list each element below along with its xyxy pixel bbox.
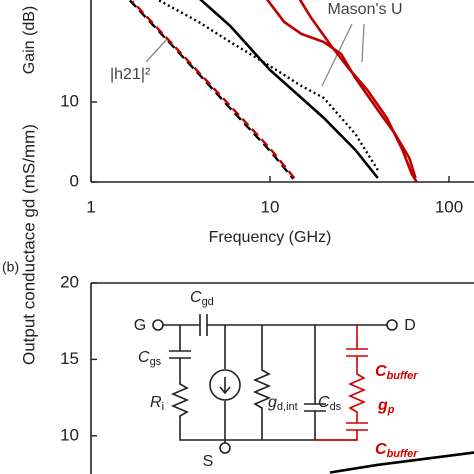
y-tick-label: 20	[60, 272, 79, 291]
y-axis-label: Output conductace gd (mS/mm)	[19, 124, 38, 365]
series-line	[131, 0, 298, 182]
terminal	[152, 319, 164, 331]
wire	[163, 314, 387, 336]
component-label: Cds	[318, 394, 342, 413]
component-label: Cgs	[138, 349, 162, 368]
series-line	[265, 0, 417, 179]
annotation: Mason's U	[327, 1, 402, 18]
series-line	[298, 0, 418, 183]
y-axis-label: Gain (dB)	[21, 6, 38, 74]
component-label: gp	[377, 397, 395, 416]
leader-line	[145, 37, 169, 63]
panel-label: (b)	[2, 259, 19, 275]
node-label: G	[134, 317, 146, 334]
x-tick-label: 100	[435, 197, 463, 216]
series-line	[199, 0, 379, 179]
terminal	[386, 319, 398, 331]
y-tick-label: 15	[60, 349, 79, 368]
series-line	[129, 0, 295, 180]
y-tick-label: 0	[70, 171, 79, 190]
component-label: Cbuffer	[375, 363, 418, 382]
wire	[169, 325, 357, 443]
component-label: Ri	[150, 394, 164, 413]
arrow	[219, 377, 231, 395]
current-source	[209, 369, 241, 401]
y-tick-label: 10	[60, 91, 79, 110]
x-axis-label: Frequency (GHz)	[209, 229, 332, 246]
x-tick-label: 1	[86, 197, 95, 216]
leader-line	[361, 23, 365, 63]
y-tick-label: 10	[60, 425, 79, 444]
terminal	[219, 442, 231, 454]
buffer-branch	[315, 325, 368, 441]
series-line	[329, 451, 474, 474]
series-line	[158, 0, 379, 171]
annotation: |h21|²	[110, 66, 151, 83]
node-label: D	[404, 317, 416, 334]
component-label: gd,int	[268, 394, 298, 413]
component-label: Cgd	[190, 289, 214, 308]
node-label: S	[203, 453, 214, 470]
x-tick-label: 10	[261, 197, 280, 216]
component-label: Cbuffer	[375, 441, 418, 460]
circuit: G D Cgd S Cgs Ri gd,int Cds Cbuffer gp C…	[134, 289, 418, 470]
